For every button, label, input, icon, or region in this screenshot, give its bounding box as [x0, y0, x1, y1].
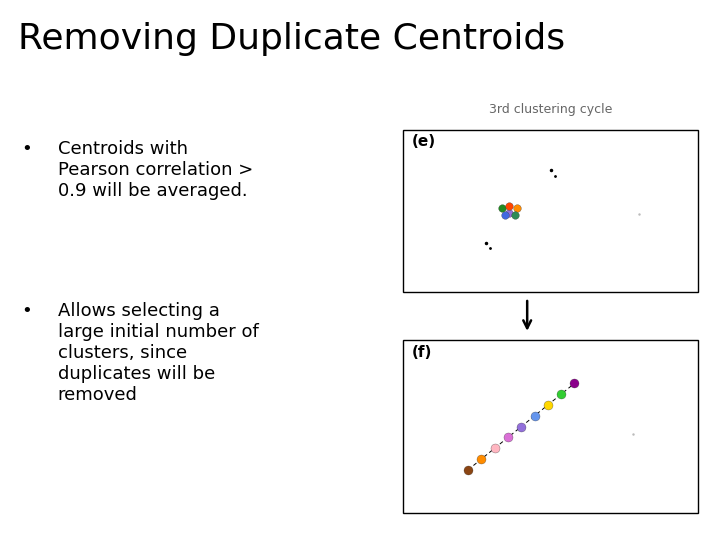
Text: •: •: [22, 302, 32, 320]
Text: Removing Duplicate Centroids: Removing Duplicate Centroids: [18, 22, 565, 56]
Text: (f): (f): [412, 345, 432, 360]
Text: Allows selecting a
large initial number of
clusters, since
duplicates will be
re: Allows selecting a large initial number …: [58, 302, 258, 403]
Bar: [403, 340, 698, 513]
Text: (e): (e): [412, 134, 436, 149]
Bar: [403, 130, 698, 292]
Text: 3rd clustering cycle: 3rd clustering cycle: [489, 103, 613, 116]
Text: •: •: [22, 140, 32, 158]
Text: Centroids with
Pearson correlation >
0.9 will be averaged.: Centroids with Pearson correlation > 0.9…: [58, 140, 253, 200]
